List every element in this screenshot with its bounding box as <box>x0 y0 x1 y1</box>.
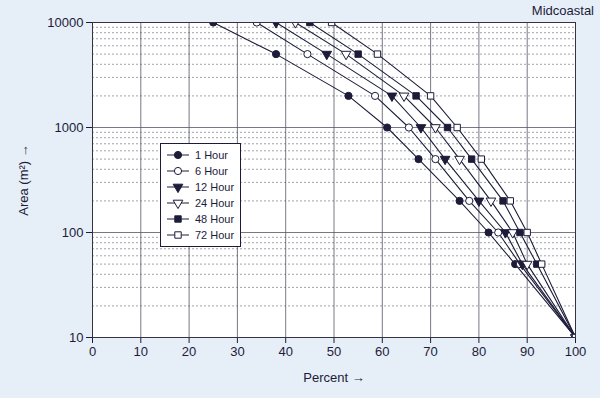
svg-text:1000: 1000 <box>55 120 84 135</box>
html-text:72 Hour: 72 Hour <box>195 229 235 241</box>
svg-text:100: 100 <box>565 344 587 359</box>
svg-text:Percent →: Percent → <box>303 370 364 385</box>
svg-text:70: 70 <box>423 344 437 359</box>
html-text:12 Hour: 12 Hour <box>195 181 235 193</box>
svg-text:100: 100 <box>62 225 84 240</box>
svg-text:Area (m²) →: Area (m²) → <box>16 144 31 216</box>
svg-text:40: 40 <box>278 344 292 359</box>
html-text:1 Hour: 1 Hour <box>195 149 228 161</box>
svg-text:10: 10 <box>69 330 83 345</box>
svg-text:20: 20 <box>182 344 196 359</box>
svg-text:50: 50 <box>327 344 341 359</box>
svg-text:0: 0 <box>89 344 96 359</box>
svg-text:60: 60 <box>375 344 389 359</box>
svg-text:10000: 10000 <box>47 15 83 30</box>
svg-text:30: 30 <box>230 344 244 359</box>
html-text:24 Hour: 24 Hour <box>195 197 235 209</box>
svg-text:90: 90 <box>520 344 534 359</box>
svg-text:80: 80 <box>472 344 486 359</box>
html-text:6 Hour: 6 Hour <box>195 165 228 177</box>
svg-text:10: 10 <box>134 344 148 359</box>
html-text:Midcoastal: Midcoastal <box>531 3 594 18</box>
html-text:48 Hour: 48 Hour <box>195 213 235 225</box>
